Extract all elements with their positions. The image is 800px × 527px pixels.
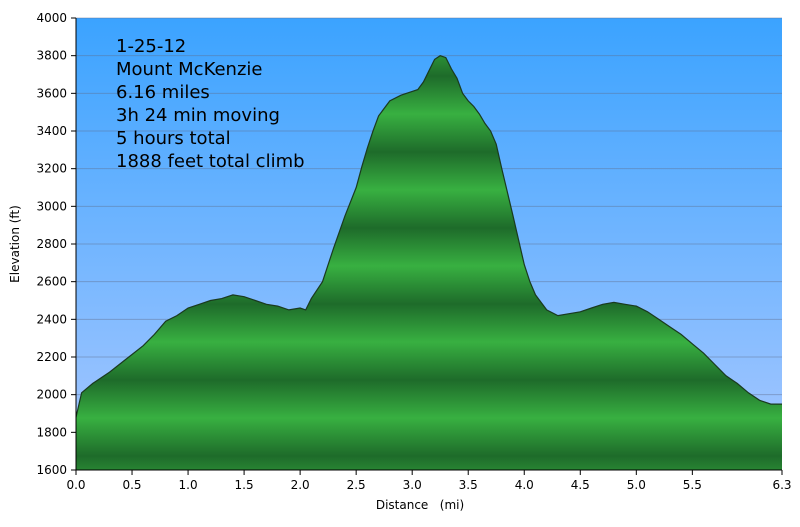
y-tick-label: 1800	[36, 425, 67, 439]
annotation-line: 3h 24 min moving	[116, 105, 280, 126]
y-tick-label: 2000	[36, 388, 67, 402]
annotation-line: 5 hours total	[116, 128, 231, 149]
y-tick-label: 3800	[36, 49, 67, 63]
x-tick-label: 1.0	[179, 478, 198, 492]
y-tick-label: 1600	[36, 463, 67, 477]
y-axis-ticks: 1600 1800 2000 2200 2400 2600 2800 3000 3200 3400…	[36, 11, 76, 477]
x-tick-label: 0.0	[66, 478, 85, 492]
x-tick-label: 4.0	[515, 478, 534, 492]
x-tick-label: 4.5	[571, 478, 590, 492]
x-axis-title: Distance (mi)	[376, 498, 464, 512]
x-tick-label: 3.0	[403, 478, 422, 492]
annotation-line: 6.16 miles	[116, 82, 210, 103]
x-tick-label: 6.3	[772, 478, 791, 492]
annotation-line: Mount McKenzie	[116, 59, 262, 80]
y-axis-title: Elevation (ft)	[8, 205, 22, 283]
x-tick-label: 5.0	[627, 478, 646, 492]
x-tick-label: 0.5	[122, 478, 141, 492]
x-tick-label: 5.5	[683, 478, 702, 492]
y-tick-label: 3400	[36, 124, 67, 138]
x-tick-label: 1.5	[235, 478, 254, 492]
y-tick-label: 3600	[36, 86, 67, 100]
x-tick-label: 2.5	[347, 478, 366, 492]
y-tick-label: 4000	[36, 11, 67, 25]
y-tick-label: 2400	[36, 312, 67, 326]
x-tick-label: 3.5	[459, 478, 478, 492]
y-tick-label: 2200	[36, 350, 67, 364]
y-tick-label: 2800	[36, 237, 67, 251]
y-tick-label: 3200	[36, 162, 67, 176]
annotation-line: 1888 feet total climb	[116, 151, 305, 172]
y-tick-label: 2600	[36, 275, 67, 289]
annotation-line: 1-25-12	[116, 36, 186, 57]
elevation-outline	[75, 55, 782, 418]
y-tick-label: 3000	[36, 199, 67, 213]
elevation-area	[76, 55, 782, 470]
x-tick-label: 2.0	[291, 478, 310, 492]
x-axis-ticks: 0.0 0.5 1.0 1.5 2.0 2.5 3.0 3.5 4.0 4.5 5.0 5.5 6.3	[66, 470, 792, 492]
